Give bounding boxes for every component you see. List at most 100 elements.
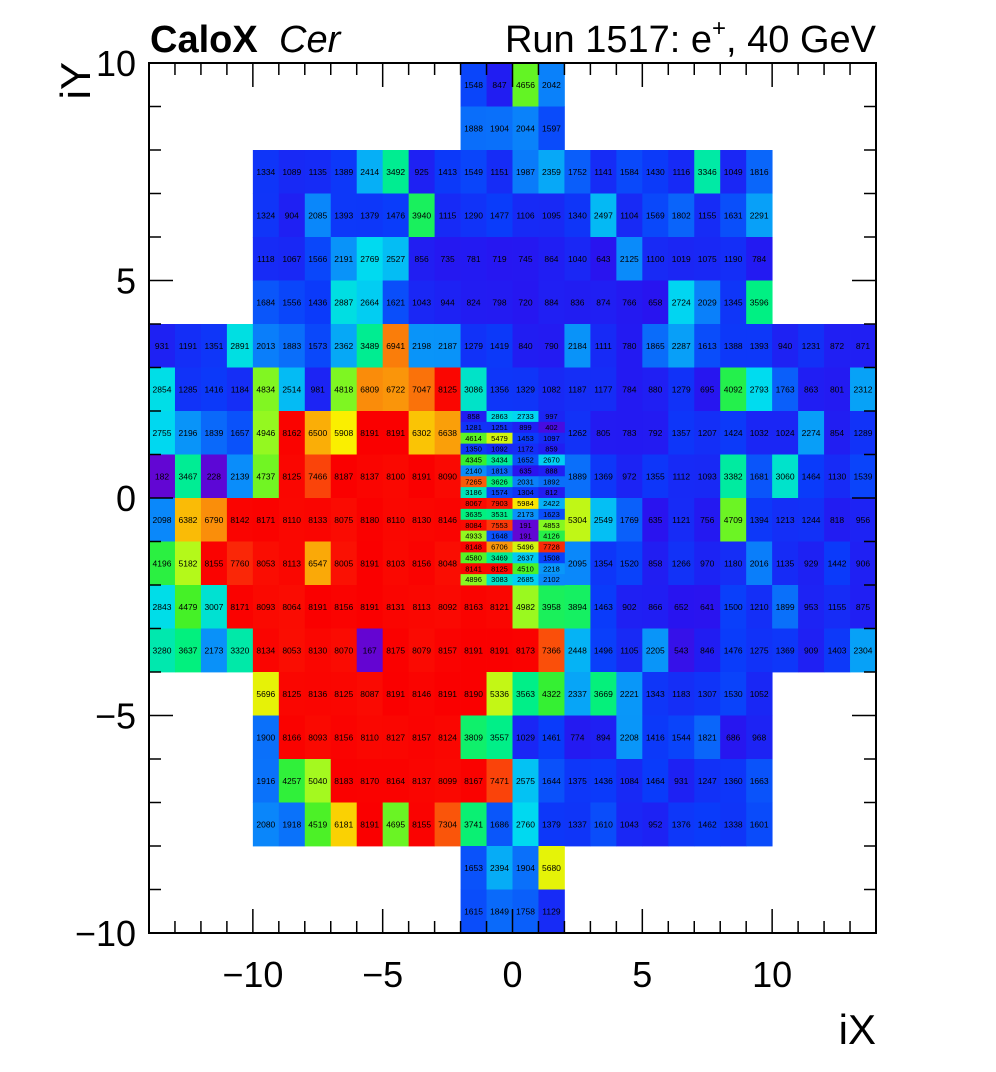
heatmap-cell — [174, 498, 202, 542]
cell-value-label: 1357 — [672, 428, 691, 438]
cell-value-label: 2664 — [360, 297, 379, 307]
cell-value-label: 1172 — [517, 445, 533, 454]
heatmap-cell — [720, 802, 747, 847]
heatmap-cell — [278, 541, 306, 586]
heatmap-cell — [564, 367, 591, 412]
heatmap-cell — [694, 367, 721, 412]
cell-value-label: 8155 — [412, 819, 431, 829]
heatmap-cell — [616, 672, 643, 716]
cell-value-label: 1681 — [750, 471, 769, 481]
heatmap-cell — [564, 324, 591, 368]
heatmap-cell — [694, 672, 721, 716]
heatmap-cell — [824, 628, 851, 673]
cell-value-label: 1029 — [516, 732, 535, 742]
cell-value-label: 774 — [570, 732, 584, 742]
cell-value-label: 4126 — [543, 532, 560, 541]
heatmap-cell — [538, 802, 565, 847]
cell-value-label: 191 — [519, 521, 532, 530]
heatmap-cell — [486, 367, 513, 412]
cell-value-label: 8141 — [465, 564, 482, 573]
heatmap-cell — [252, 628, 280, 673]
heatmap-cell — [564, 802, 591, 847]
cell-value-label: 3060 — [776, 471, 795, 481]
heatmap-cell — [850, 585, 877, 629]
heatmap-cell — [564, 454, 591, 499]
heatmap-cell — [720, 715, 747, 760]
heatmap-cell — [590, 715, 617, 760]
cell-value-label: 884 — [544, 297, 558, 307]
cell-value-label: 2031 — [517, 477, 534, 486]
cell-value-label: 864 — [544, 254, 558, 264]
heatmap-cell — [538, 672, 565, 716]
heatmap-cell — [330, 715, 358, 760]
cell-value-label: 8099 — [438, 776, 457, 786]
cell-value-label: 2724 — [672, 297, 691, 307]
cell-value-label: 792 — [648, 428, 662, 438]
heatmap-cell — [226, 367, 254, 412]
cell-value-label: 2044 — [516, 123, 535, 133]
cell-value-label: 3669 — [594, 689, 613, 699]
cell-value-label: 1601 — [750, 819, 769, 829]
cell-value-label: 1657 — [230, 428, 249, 438]
heatmap-cell — [616, 759, 643, 803]
heatmap-cell — [382, 715, 410, 760]
heatmap-cell — [330, 585, 358, 629]
heatmap-cell — [564, 715, 591, 760]
heatmap-cell — [174, 367, 202, 412]
heatmap-cell — [798, 454, 825, 499]
cell-value-label: 8171 — [230, 602, 249, 612]
fine-heatmap-cell — [460, 563, 487, 575]
heatmap-cell — [434, 237, 461, 281]
heatmap-cell — [460, 889, 487, 934]
cell-value-label: 1084 — [620, 776, 639, 786]
fine-heatmap-cell — [512, 411, 539, 423]
heatmap-cell — [850, 324, 877, 368]
cell-value-label: 8142 — [230, 515, 249, 525]
cell-value-label: 4614 — [465, 434, 482, 443]
heatmap-cell — [746, 324, 773, 368]
cell-value-label: 1093 — [698, 471, 717, 481]
heatmap-cell — [720, 150, 747, 194]
heatmap-cell — [746, 367, 773, 412]
heatmap-cell — [486, 193, 513, 238]
heatmap-cell — [252, 715, 280, 760]
cell-value-label: 2029 — [698, 297, 717, 307]
heatmap-cell — [512, 889, 539, 934]
cell-value-label: 1752 — [568, 167, 587, 177]
cell-value-label: 1191 — [179, 341, 198, 351]
cell-value-label: 8175 — [386, 645, 405, 655]
heatmap-cell — [486, 63, 513, 107]
cell-value-label: 1566 — [308, 254, 327, 264]
heatmap-cell — [460, 106, 487, 151]
cell-value-label: 2098 — [153, 515, 172, 525]
fine-heatmap-cell — [538, 465, 565, 477]
cell-value-label: 1442 — [828, 558, 847, 568]
heatmap-cell — [252, 367, 280, 412]
cell-value-label: 8125 — [438, 384, 457, 394]
heatmap-cell — [408, 237, 436, 281]
heatmap-cell — [642, 672, 669, 716]
heatmap-cell — [278, 150, 306, 194]
cell-value-label: 1129 — [542, 906, 561, 916]
cell-value-label: 858 — [467, 412, 480, 421]
cell-value-label: 7047 — [412, 384, 431, 394]
cell-value-label: 1403 — [828, 645, 847, 655]
fine-heatmap-cell — [538, 487, 565, 499]
fine-heatmap-cell — [512, 574, 539, 586]
cell-value-label: 2685 — [517, 575, 534, 584]
cell-value-label: 543 — [674, 645, 688, 655]
fine-heatmap-cell — [486, 552, 513, 564]
cell-value-label: 1416 — [204, 384, 223, 394]
heatmap-cell — [746, 150, 773, 194]
heatmap-cell — [538, 367, 565, 412]
heatmap-cell — [538, 237, 565, 281]
heatmap-cell — [694, 759, 721, 803]
fine-heatmap-cell — [512, 541, 539, 553]
cell-value-label: 8191 — [386, 689, 405, 699]
cell-value-label: 1183 — [672, 689, 691, 699]
heatmap-cell — [616, 367, 643, 412]
cell-value-label: 2549 — [594, 515, 613, 525]
cell-value-label: 1892 — [543, 477, 560, 486]
heatmap-cell — [720, 541, 747, 586]
heatmap-cell — [408, 411, 436, 455]
